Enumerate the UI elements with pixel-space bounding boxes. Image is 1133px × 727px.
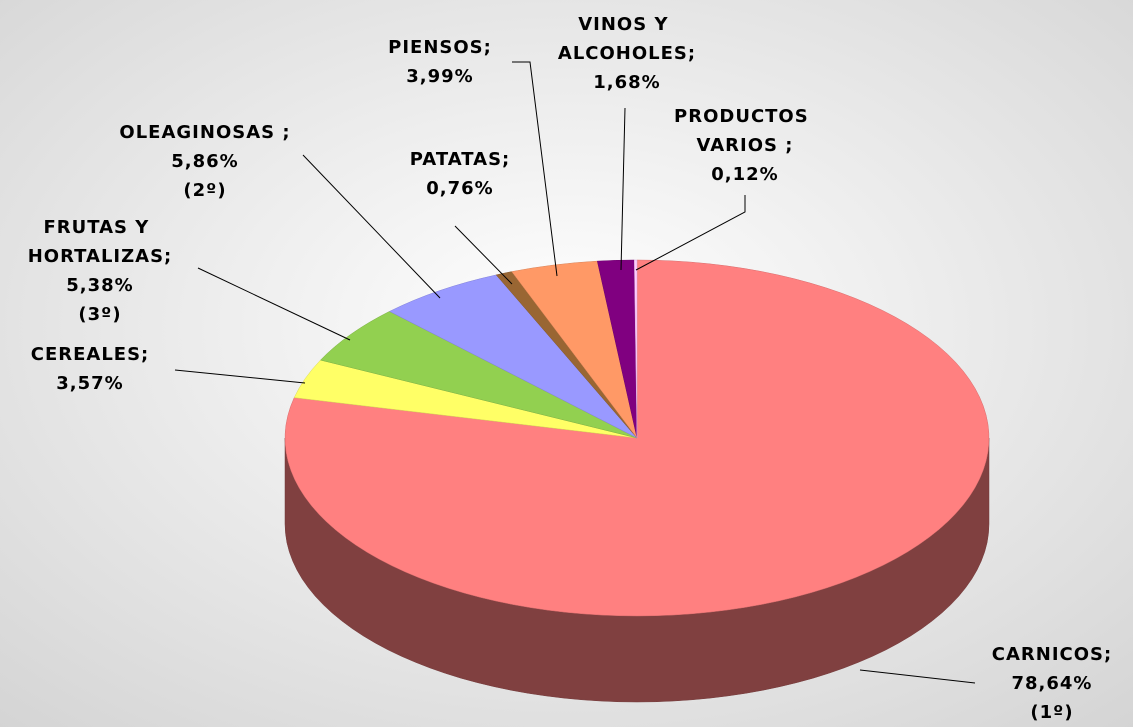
value-label: 0,76%: [426, 178, 493, 199]
value-label: 0,12%: [711, 164, 778, 185]
leader-line: [635, 195, 746, 271]
category-label: OLEAGINOSAS ;: [119, 122, 290, 143]
leader-line: [302, 154, 441, 299]
labels: CARNICOS; 78,64% (1º) CEREALES; 3,57% FRUTAS …: [28, 14, 1112, 723]
label-line: OLEAGINOSAS ;: [119, 122, 290, 143]
category-label: VINOS Y ALCOHOLES;: [558, 14, 696, 64]
value-label: 3,57%: [56, 373, 123, 394]
category-label: PRODUCTOS VARIOS ;: [674, 106, 816, 156]
rank-label: (1º): [1030, 702, 1073, 723]
pie-tops: [284, 259, 990, 617]
leader-line: [859, 669, 976, 684]
pie-slice: [388, 274, 638, 439]
category-label: PATATAS;: [410, 149, 510, 170]
pie-slice: [634, 259, 638, 439]
value-label: 5,86%: [171, 151, 238, 172]
pie-slice: [284, 259, 990, 617]
category-label: PIENSOS;: [388, 37, 492, 58]
label-line: HORTALIZAS;: [28, 246, 173, 267]
rank-label: (3º): [78, 304, 121, 325]
leader-line: [197, 267, 351, 341]
value-label: 3,99%: [406, 66, 473, 87]
category-label: FRUTAS Y HORTALIZAS;: [28, 217, 173, 267]
label-line: VINOS Y: [578, 14, 676, 35]
label-line: ALCOHOLES;: [558, 43, 696, 64]
leader-line: [512, 61, 558, 277]
rank-label: (2º): [183, 180, 226, 201]
category-label: CARNICOS;: [992, 644, 1112, 665]
label-line: PRODUCTOS: [674, 106, 816, 127]
value-label: 5,38%: [66, 275, 133, 296]
label-line: PATATAS;: [410, 149, 510, 170]
leader-line: [454, 225, 513, 285]
leader-line: [174, 369, 306, 384]
label-line: CEREALES;: [31, 344, 150, 365]
category-label: CEREALES;: [31, 344, 150, 365]
label-line: PIENSOS;: [388, 37, 492, 58]
value-label: 78,64%: [1012, 673, 1093, 694]
label-line: CARNICOS;: [992, 644, 1112, 665]
label-line: VARIOS ;: [697, 135, 794, 156]
value-label: 1,68%: [593, 72, 660, 93]
label-line: FRUTAS Y: [43, 217, 156, 238]
leader-line: [620, 107, 626, 271]
